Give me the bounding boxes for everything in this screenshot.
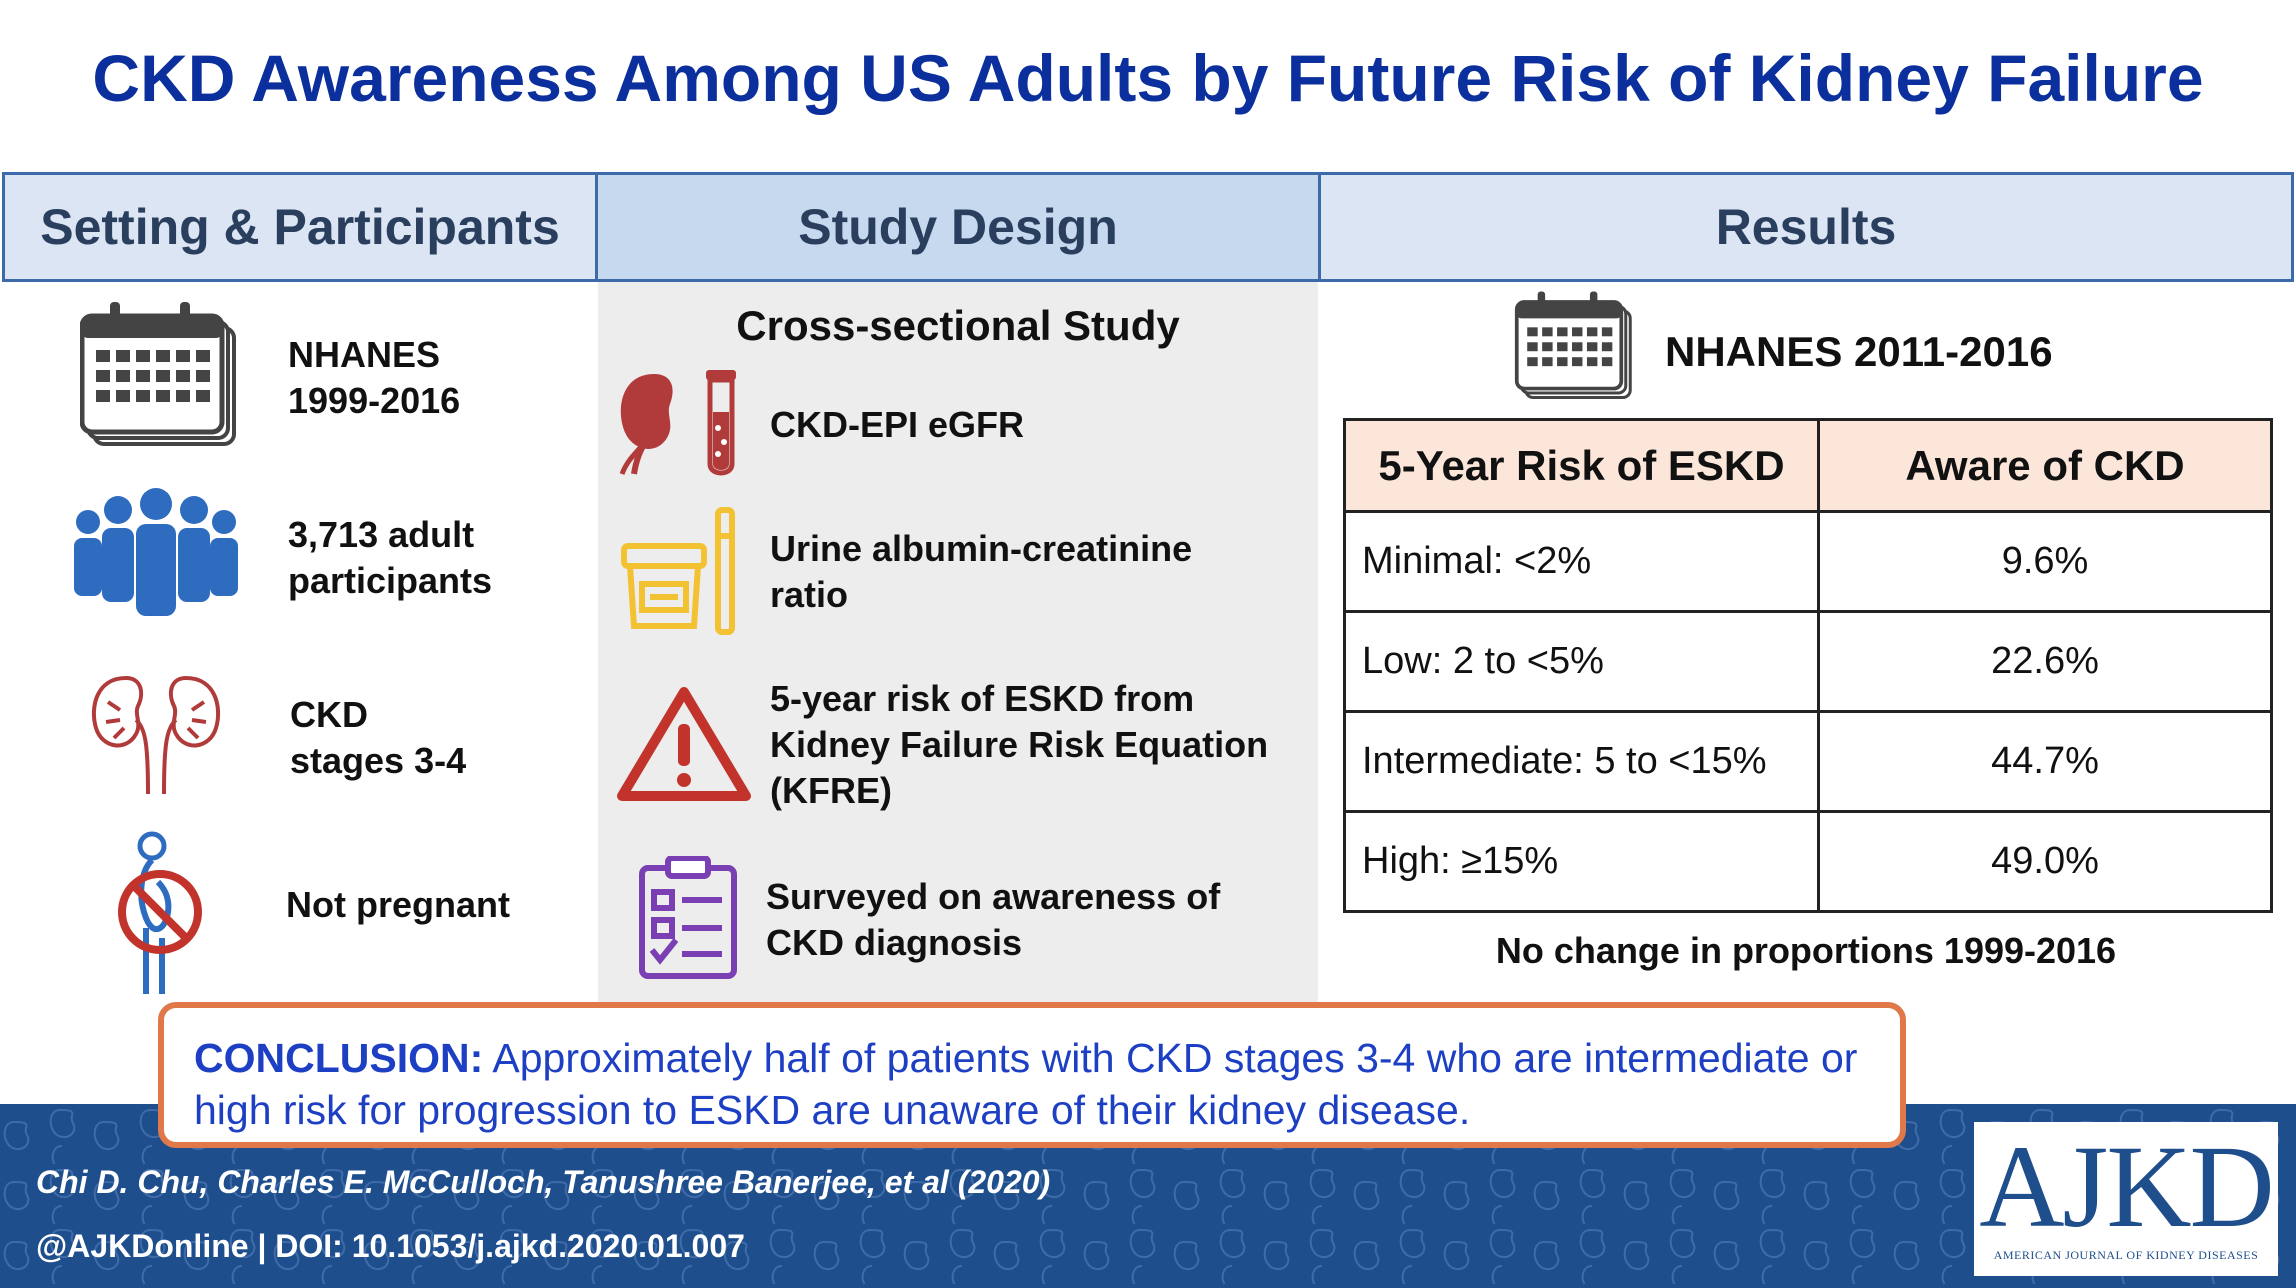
design-item-survey xyxy=(638,855,738,985)
conclusion-label: CONCLUSION: xyxy=(194,1035,484,1081)
design-item-kfre xyxy=(616,684,752,809)
not-pregnant-icon xyxy=(118,831,202,994)
setting-participants-text: 3,713 adult participants xyxy=(288,514,493,601)
design-survey-text: Surveyed on awareness of CKD diagnosis xyxy=(766,876,1221,963)
study-design-panel xyxy=(598,282,1318,1002)
design-uacr-text: Urine albumin-creatinine ratio xyxy=(770,528,1193,615)
logo-wordmark: AJKD xyxy=(1979,1121,2275,1252)
aware-cell: 9.6% xyxy=(1817,510,2273,613)
aware-cell: 49.0% xyxy=(1817,810,2273,913)
column-header-aware: Aware of CKD xyxy=(1817,418,2273,513)
conclusion-text: Approximately half of patients with CKD … xyxy=(194,1035,1858,1133)
column-header-risk: 5-Year Risk of ESKD xyxy=(1343,418,1820,513)
warning-icon xyxy=(617,687,751,801)
people-icon xyxy=(74,488,238,616)
calendar-icon xyxy=(1514,291,1632,400)
setting-item-pregnant xyxy=(110,828,210,1003)
results-heading: NHANES 2011-2016 xyxy=(1665,328,2053,375)
table-row: Minimal: <2% 9.6% xyxy=(1343,510,2273,613)
clipboard-checklist-icon xyxy=(639,855,737,979)
section-header-row: Setting & Participants Study Design Resu… xyxy=(0,172,2296,282)
footer-doi[interactable]: @AJKDonline | DOI: 10.1053/j.ajkd.2020.0… xyxy=(36,1228,745,1264)
design-item-uacr xyxy=(620,506,740,641)
ajkd-logo: AJKD AMERICAN JOURNAL OF KIDNEY DISEASES xyxy=(1974,1122,2278,1276)
setting-item-participants xyxy=(66,488,246,623)
header-results: Results xyxy=(1318,172,2294,282)
risk-cell: High: ≥15% xyxy=(1343,810,1820,913)
results-table: 5-Year Risk of ESKD Aware of CKD Minimal… xyxy=(1343,418,2273,913)
setting-item-ckd xyxy=(86,668,226,803)
setting-ckd-text: CKD stages 3-4 xyxy=(290,694,467,781)
table-header-row: 5-Year Risk of ESKD Aware of CKD xyxy=(1343,418,2273,513)
logo-subtitle: AMERICAN JOURNAL OF KIDNEY DISEASES xyxy=(1993,1248,2259,1262)
page-title: CKD Awareness Among US Adults by Future … xyxy=(92,41,2204,115)
conclusion-box: CONCLUSION: Approximately half of patien… xyxy=(158,1002,1906,1148)
design-kfre-text: 5-year risk of ESKD from Kidney Failure … xyxy=(770,678,1269,811)
risk-cell: Intermediate: 5 to <15% xyxy=(1343,710,1820,813)
results-note: No change in proportions 1999-2016 xyxy=(1495,930,2117,971)
kidney-test-tube-icon xyxy=(619,370,736,476)
setting-nhanes-text: NHANES 1999-2016 xyxy=(288,334,461,421)
setting-pregnant-text: Not pregnant xyxy=(286,884,510,925)
results-calendar xyxy=(1512,290,1638,407)
header-design: Study Design xyxy=(598,172,1318,282)
risk-cell: Low: 2 to <5% xyxy=(1343,610,1820,713)
design-title: Cross-sectional Study xyxy=(736,302,1180,349)
calendar-icon xyxy=(79,302,236,446)
table-row: Low: 2 to <5% 22.6% xyxy=(1343,610,2273,713)
header-setting: Setting & Participants xyxy=(2,172,598,282)
risk-cell: Minimal: <2% xyxy=(1343,510,1820,613)
kidneys-icon xyxy=(91,675,221,795)
setting-item-nhanes xyxy=(79,300,240,455)
footer-authors: Chi D. Chu, Charles E. McCulloch, Tanush… xyxy=(36,1164,1051,1200)
table-row: High: ≥15% 49.0% xyxy=(1343,810,2273,913)
design-egfr-text: CKD-EPI eGFR xyxy=(770,404,1025,445)
table-row: Intermediate: 5 to <15% 44.7% xyxy=(1343,710,2273,813)
design-item-egfr xyxy=(614,368,744,483)
aware-cell: 44.7% xyxy=(1817,710,2273,813)
urine-cup-icon xyxy=(621,507,735,635)
aware-cell: 22.6% xyxy=(1817,610,2273,713)
